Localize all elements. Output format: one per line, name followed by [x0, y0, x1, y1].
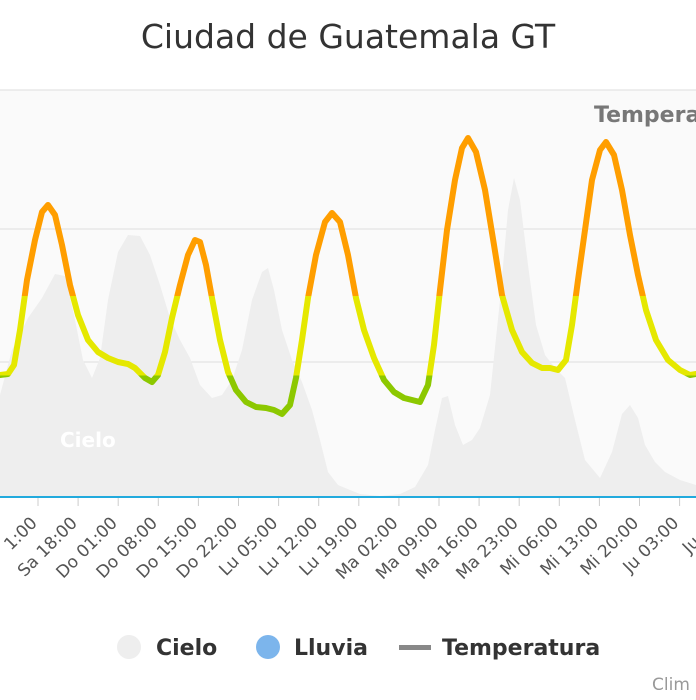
legend-item-lluvia[interactable]: Lluvia — [256, 635, 368, 661]
legend-item-temperatura[interactable]: Temperatura — [399, 636, 600, 661]
legend-item-cielo[interactable]: Cielo — [117, 635, 217, 661]
x-tick-label: Ju 10 — [678, 513, 696, 558]
series-label-cielo: Cielo — [60, 428, 116, 452]
cielo-series — [0, 178, 696, 498]
legend: Cielo Lluvia Temperatura — [117, 635, 600, 661]
line-icon — [399, 645, 431, 650]
legend-label-temperatura: Temperatura — [442, 636, 600, 661]
chart-title: Ciudad de Guatemala GT — [141, 17, 556, 56]
temperatura-line — [0, 135, 696, 417]
legend-label-lluvia: Lluvia — [294, 636, 368, 661]
circle-icon — [256, 635, 280, 659]
circle-icon — [117, 635, 141, 659]
cielo-area — [0, 178, 696, 498]
series-label-temperatura: Tempera — [594, 103, 696, 128]
temperatura-series — [0, 135, 696, 417]
legend-label-cielo: Cielo — [156, 636, 217, 661]
credits: Clim — [652, 675, 690, 695]
